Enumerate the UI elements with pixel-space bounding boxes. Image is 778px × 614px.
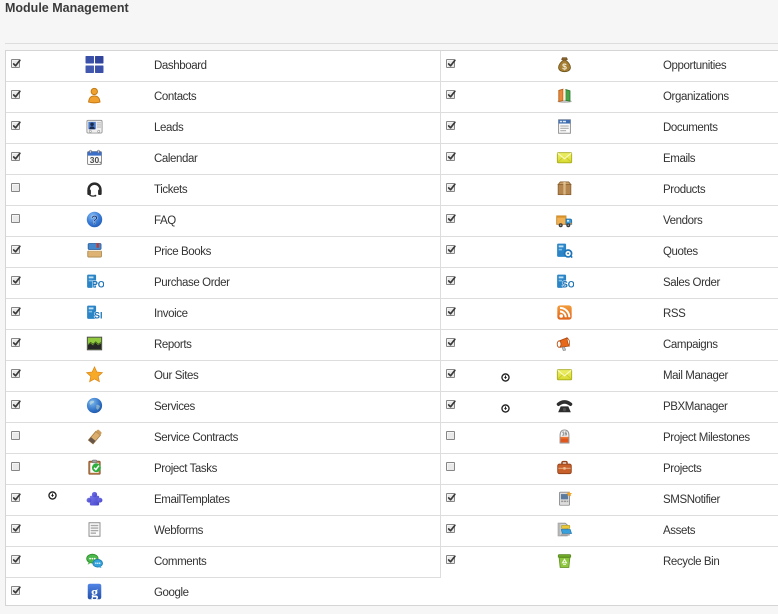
svg-text:?: ? (90, 213, 97, 227)
svg-text:SI: SI (94, 311, 102, 321)
svg-text:30: 30 (89, 155, 99, 165)
svg-text:SO: SO (561, 280, 573, 290)
svg-text:PO: PO (91, 280, 103, 290)
svg-text:g: g (90, 585, 97, 601)
svg-text:$: $ (562, 61, 567, 71)
svg-text:16: 16 (561, 432, 567, 438)
